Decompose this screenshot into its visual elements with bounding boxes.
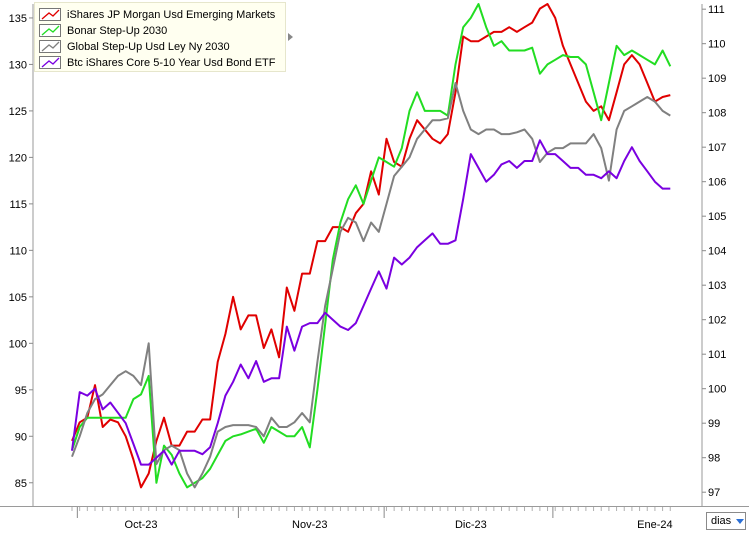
x-axis-tick-label: Dic-23 — [455, 519, 487, 531]
right-axis-tick-label: 108 — [708, 108, 726, 120]
legend-item-global-step-up[interactable]: Global Step-Up Usd Ley Ny 2030 — [39, 38, 230, 55]
left-axis-tick-label: 100 — [9, 338, 27, 350]
legend-label: Btc iShares Core 5-10 Year Usd Bond ETF — [67, 56, 276, 69]
period-selector-value: dias — [711, 515, 732, 527]
chart-legend: iShares JP Morgan Usd Emerging Markets B… — [34, 2, 293, 72]
x-axis-tick-label: Nov-23 — [292, 519, 327, 531]
legend-swatch-icon — [39, 24, 61, 37]
right-axis-tick-label: 100 — [708, 384, 726, 396]
right-axis-tick-label: 98 — [708, 453, 720, 465]
left-axis-tick-label: 130 — [9, 59, 27, 71]
right-axis-tick-label: 109 — [708, 73, 726, 85]
right-axis-tick-label: 107 — [708, 142, 726, 154]
x-axis-tick-label: Ene-24 — [637, 519, 672, 531]
left-axis-tick-label: 110 — [9, 245, 27, 257]
right-axis-tick-label: 103 — [708, 280, 726, 292]
right-axis-tick-label: 110 — [708, 39, 726, 51]
left-axis-tick-label: 120 — [9, 152, 27, 164]
legend-label: iShares JP Morgan Usd Emerging Markets — [67, 8, 276, 21]
right-axis-tick-label: 99 — [708, 418, 720, 430]
series-line-4 — [71, 139, 671, 466]
legend-swatch-icon — [39, 56, 61, 69]
right-axis-tick-label: 104 — [708, 246, 726, 258]
legend-swatch-icon — [39, 40, 61, 53]
left-axis-tick-label: 135 — [9, 13, 27, 25]
legend-label: Bonar Step-Up 2030 — [67, 24, 168, 37]
right-axis-tick-label: 102 — [708, 315, 726, 327]
series-line-3 — [71, 82, 671, 489]
left-axis-tick-label: 105 — [9, 292, 27, 304]
legend-expand-arrow-icon[interactable] — [288, 33, 293, 41]
left-axis-tick-label: 85 — [15, 478, 27, 490]
right-axis-tick-label: 101 — [708, 349, 726, 361]
left-axis-tick-label: 90 — [15, 431, 27, 443]
chevron-down-icon — [736, 518, 745, 524]
left-axis-tick-label: 125 — [9, 106, 27, 118]
legend-swatch-icon — [39, 8, 61, 21]
right-axis-tick-label: 105 — [708, 211, 726, 223]
right-axis-tick-label: 106 — [708, 177, 726, 189]
x-axis-tick-label: Oct-23 — [125, 519, 158, 531]
left-axis-tick-label: 95 — [15, 385, 27, 397]
legend-item-btc-ishares-core[interactable]: Btc iShares Core 5-10 Year Usd Bond ETF — [39, 54, 276, 71]
legend-item-ishares-jp-morgan[interactable]: iShares JP Morgan Usd Emerging Markets — [39, 6, 275, 23]
right-axis-tick-label: 111 — [708, 4, 725, 16]
legend-item-bonar-step-up[interactable]: Bonar Step-Up 2030 — [39, 22, 167, 39]
series-line-2 — [71, 3, 672, 489]
right-axis-tick-label: 97 — [708, 487, 720, 499]
period-selector[interactable]: dias — [706, 512, 746, 530]
left-axis-tick-label: 115 — [9, 199, 27, 211]
legend-label: Global Step-Up Usd Ley Ny 2030 — [67, 40, 230, 53]
